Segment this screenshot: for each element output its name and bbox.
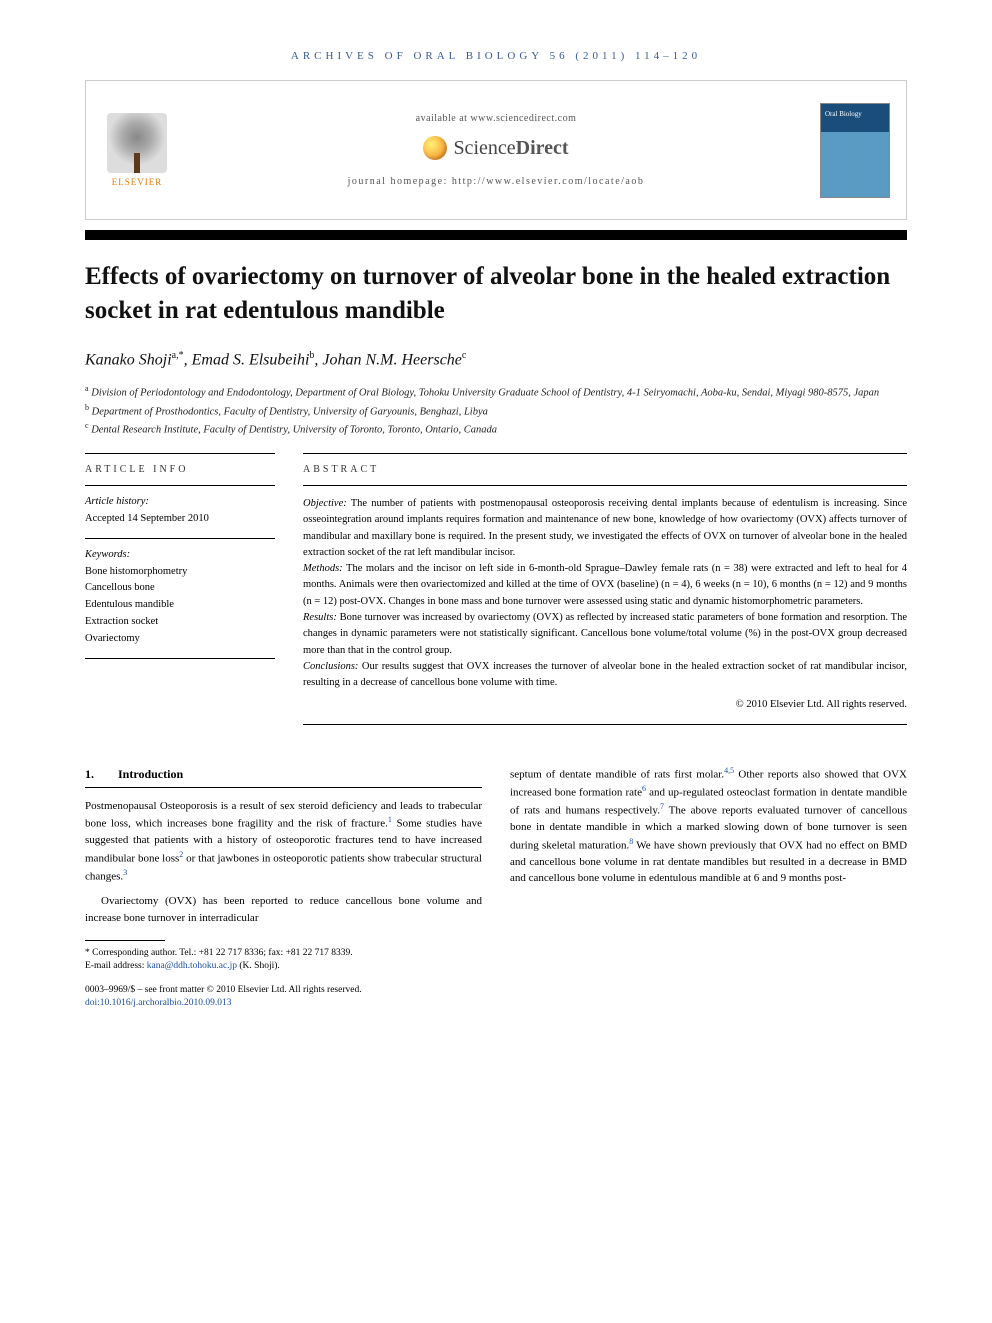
body-column-right: septum of dentate mandible of rats first… — [510, 765, 907, 1011]
masthead-box: ELSEVIER available at www.sciencedirect.… — [85, 80, 907, 220]
corresponding-author-footnote: * Corresponding author. Tel.: +81 22 717… — [85, 947, 482, 974]
history-head: Article history: — [85, 494, 275, 511]
keyword-item: Bone histomorphometry — [85, 564, 275, 581]
abstract-column: ABSTRACT Objective: The number of patien… — [303, 453, 907, 724]
affiliations-block: a Division of Periodontology and Endodon… — [85, 383, 907, 439]
keyword-item: Ovariectomy — [85, 631, 275, 648]
keywords-block: Keywords: Bone histomorphometry Cancello… — [85, 538, 275, 659]
journal-cover-title: Oral Biology — [825, 110, 862, 118]
affiliation-a: a Division of Periodontology and Endodon… — [85, 383, 907, 402]
journal-running-header: ARCHIVES OF ORAL BIOLOGY 56 (2011) 114–1… — [85, 50, 907, 62]
info-abstract-row: ARTICLE INFO Article history: Accepted 1… — [85, 453, 907, 724]
corr-email-link[interactable]: kana@ddh.tohoku.ac.jp — [147, 961, 237, 971]
article-info-column: ARTICLE INFO Article history: Accepted 1… — [85, 453, 275, 724]
intro-para-1: Postmenopausal Osteoporosis is a result … — [85, 798, 482, 885]
keywords-head: Keywords: — [85, 547, 275, 564]
body-column-left: 1. Introduction Postmenopausal Osteoporo… — [85, 765, 482, 1011]
section-number: 1. — [85, 765, 94, 783]
masthead-center: available at www.sciencedirect.com Scien… — [172, 113, 820, 187]
body-two-column: 1. Introduction Postmenopausal Osteoporo… — [85, 765, 907, 1011]
doi-link[interactable]: doi:10.1016/j.archoralbio.2010.09.013 — [85, 997, 482, 1010]
author-list: Kanako Shojia,*, Emad S. Elsubeihib, Joh… — [85, 350, 907, 369]
abstract-results: Results: Bone turnover was increased by … — [303, 610, 907, 659]
affiliation-c: c Dental Research Institute, Faculty of … — [85, 420, 907, 439]
article-history-block: Article history: Accepted 14 September 2… — [85, 485, 275, 538]
intro-para-2-cont: septum of dentate mandible of rats first… — [510, 765, 907, 887]
abstract-objective: Objective: The number of patients with p… — [303, 496, 907, 561]
front-matter-line: 0003–9969/$ – see front matter © 2010 El… — [85, 984, 482, 997]
abstract-conclusions: Conclusions: Our results suggest that OV… — [303, 659, 907, 692]
journal-cover-thumbnail: Oral Biology — [820, 103, 890, 198]
title-separator-bar — [85, 230, 907, 240]
available-at-text: available at www.sciencedirect.com — [172, 113, 820, 124]
abstract-body: Objective: The number of patients with p… — [303, 485, 907, 724]
affiliation-b: b Department of Prosthodontics, Faculty … — [85, 402, 907, 421]
abstract-label: ABSTRACT — [303, 453, 907, 485]
corr-phone-fax: * Corresponding author. Tel.: +81 22 717… — [85, 947, 482, 960]
sciencedirect-name: ScienceDirect — [453, 137, 568, 160]
abstract-copyright: © 2010 Elsevier Ltd. All rights reserved… — [303, 697, 907, 713]
keyword-item: Cancellous bone — [85, 580, 275, 597]
article-info-label: ARTICLE INFO — [85, 453, 275, 485]
footer-block: 0003–9969/$ – see front matter © 2010 El… — [85, 984, 482, 1011]
section-title: Introduction — [118, 765, 183, 783]
intro-para-2: Ovariectomy (OVX) has been reported to r… — [85, 893, 482, 926]
elsevier-name: ELSEVIER — [112, 177, 163, 187]
sciencedirect-logo: ScienceDirect — [172, 136, 820, 160]
corr-email-line: E-mail address: kana@ddh.tohoku.ac.jp (K… — [85, 960, 482, 973]
article-title: Effects of ovariectomy on turnover of al… — [85, 260, 907, 328]
sciencedirect-ball-icon — [423, 136, 447, 160]
ref-4-5[interactable]: 4,5 — [724, 766, 734, 775]
footnote-rule — [85, 940, 165, 941]
accepted-date: Accepted 14 September 2010 — [85, 511, 275, 528]
elsevier-logo: ELSEVIER — [102, 108, 172, 193]
ref-3[interactable]: 3 — [123, 868, 127, 877]
abstract-methods: Methods: The molars and the incisor on l… — [303, 561, 907, 610]
elsevier-tree-icon — [107, 113, 167, 173]
section-heading-intro: 1. Introduction — [85, 765, 482, 788]
keyword-item: Extraction socket — [85, 614, 275, 631]
keyword-item: Edentulous mandible — [85, 597, 275, 614]
journal-homepage-line: journal homepage: http://www.elsevier.co… — [172, 176, 820, 187]
